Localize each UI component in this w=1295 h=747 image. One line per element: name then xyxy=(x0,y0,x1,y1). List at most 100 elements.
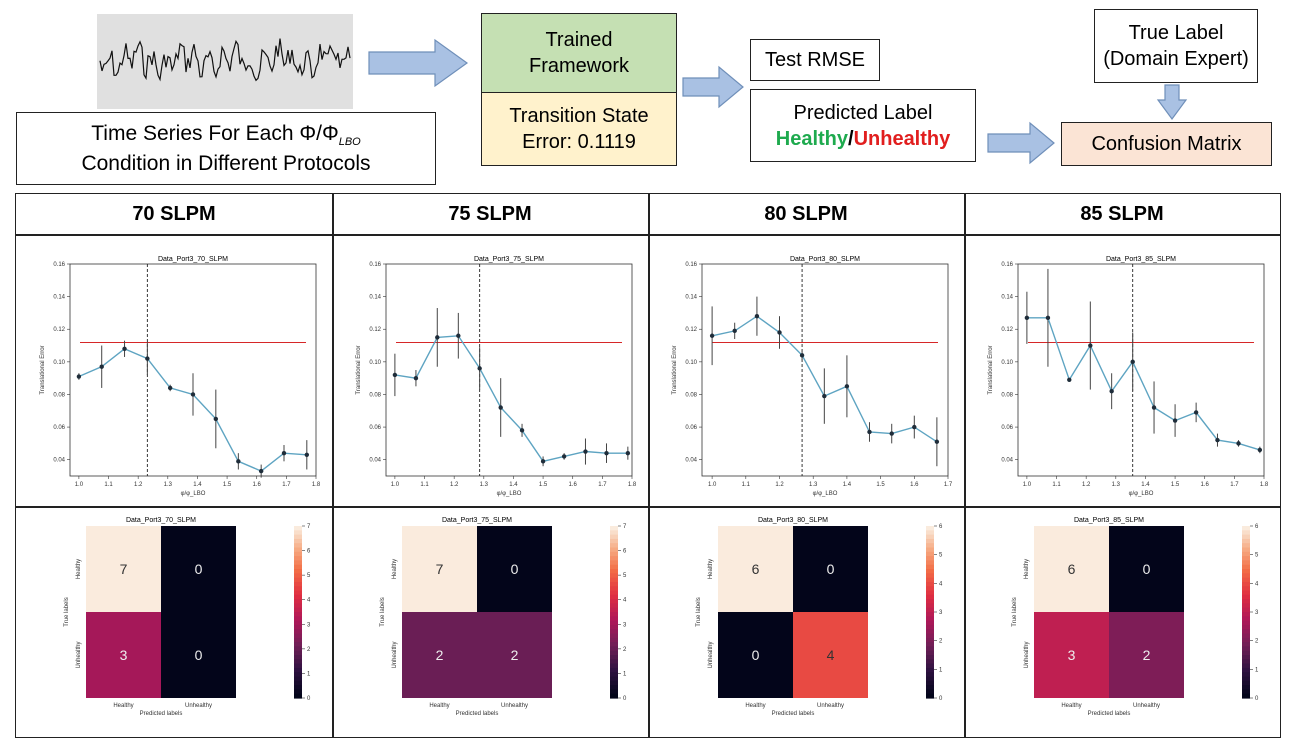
colorbar-segment xyxy=(1242,530,1250,536)
colorbar-segment xyxy=(610,689,618,695)
colorbar-segment xyxy=(926,530,934,536)
error-plot-80: Data_Port3_80_SLPM 0.04 0.06 0.08 0.10 0.12 0.… xyxy=(650,236,963,505)
colorbar-segment xyxy=(294,607,302,613)
colorbar-label: 3 xyxy=(307,622,311,628)
heatmap-title: Data_Port3_85_SLPM xyxy=(1074,517,1144,524)
error-plot-75: Data_Port3_75_SLPM 0.04 0.06 0.08 0.10 0.12 0.… xyxy=(334,236,647,505)
colorbar-segment xyxy=(926,599,934,604)
data-point xyxy=(1130,359,1135,365)
heatmap-title: Data_Port3_80_SLPM xyxy=(758,517,828,524)
colorbar-segment xyxy=(610,616,618,622)
colorbar-label: 5 xyxy=(939,553,943,559)
colorbar-segment xyxy=(926,642,934,647)
data-point xyxy=(190,392,196,397)
data-point xyxy=(822,393,827,399)
colorbar-segment xyxy=(926,586,934,592)
colorbar-segment xyxy=(610,594,618,600)
colorbar-segment xyxy=(1242,538,1250,544)
x-tick-label: 1.4 xyxy=(193,482,202,488)
colorbar-segment xyxy=(294,693,302,699)
y-tick-label: 0.10 xyxy=(369,360,381,366)
colorbar-segment xyxy=(610,564,618,570)
colorbar-segment xyxy=(1242,526,1250,531)
x-tick-label: 1.5 xyxy=(876,482,885,488)
heatmap-value: 6 xyxy=(1068,561,1076,577)
colorbar-label: 2 xyxy=(1255,639,1259,645)
colorbar-segment xyxy=(610,667,618,673)
colorbar-label: 5 xyxy=(307,573,311,579)
confusion-matrix-80: Data_Port3_80_SLPM 6 0 0 4 Healthy Unhealthy He… xyxy=(650,508,963,737)
colorbar-segment xyxy=(1242,685,1250,690)
colorbar-segment xyxy=(926,689,934,695)
data-point xyxy=(1024,315,1030,321)
data-point xyxy=(76,374,82,379)
heatmap-value: 6 xyxy=(752,561,760,577)
colorbar-segment xyxy=(1242,663,1250,669)
y-tick-label: 0.12 xyxy=(685,327,697,333)
y-tick-label: 0.10 xyxy=(53,360,65,366)
x-tick-label: 1.0 xyxy=(1023,482,1032,488)
heatmap-value: 0 xyxy=(195,561,203,577)
y-tick-label: 0.08 xyxy=(685,392,697,398)
heatmap-cell xyxy=(477,526,552,612)
error-plot-85: Data_Port3_85_SLPM 0.04 0.06 0.08 0.10 0.12 0.… xyxy=(966,236,1279,505)
heatmap-value: 0 xyxy=(195,647,203,663)
y-tick-label: 0.06 xyxy=(685,425,697,431)
x-axis-label: Predicted labels xyxy=(140,711,183,717)
colorbar-label: 4 xyxy=(623,598,627,604)
colorbar-segment xyxy=(294,612,302,617)
colorbar-segment xyxy=(1242,629,1250,635)
x-tick-label: 1.7 xyxy=(1230,482,1239,488)
colorbar-label: 4 xyxy=(939,581,943,587)
series-line xyxy=(1026,317,1261,451)
heatmap-value: 2 xyxy=(511,647,519,663)
colorbar-segment xyxy=(610,581,618,587)
colorbar-segment xyxy=(926,594,934,600)
colorbar-segment xyxy=(926,637,934,643)
colorbar-segment xyxy=(610,637,618,643)
y-tick-label: 0.10 xyxy=(685,360,697,366)
y-tick-label: 0.04 xyxy=(369,458,381,464)
colorbar-segment xyxy=(1242,543,1250,549)
x-tick-label: 1.3 xyxy=(164,482,173,488)
heatmap-value: 4 xyxy=(827,647,835,663)
colorbar-segment xyxy=(294,685,302,690)
colorbar-segment xyxy=(1242,655,1250,660)
data-point xyxy=(867,429,872,435)
x-tick-label: 1.8 xyxy=(628,482,637,488)
trained-framework-box: Trained Framework xyxy=(481,13,677,93)
predicted-label-title: Predicted Label xyxy=(793,101,933,124)
data-point xyxy=(1257,447,1263,453)
colorbar-segment xyxy=(294,642,302,647)
plot-frame xyxy=(69,263,317,477)
colorbar-segment xyxy=(1242,547,1250,553)
colorbar-label: 7 xyxy=(623,524,627,530)
plot-title: Data_Port3_80_SLPM xyxy=(790,256,860,263)
error-plot-70: Data_Port3_70_SLPM 0.04 0.06 0.08 0.10 0.12 0.… xyxy=(18,236,331,505)
data-point xyxy=(1067,377,1072,382)
colorbar-segment xyxy=(610,560,618,566)
confusion-matrix-label: Confusion Matrix xyxy=(1091,133,1242,155)
x-axis-label: φ/φ_LBO xyxy=(497,491,522,497)
colorbar-label: 2 xyxy=(307,647,311,653)
x-tick-label: 1.0 xyxy=(708,482,717,488)
time-series-caption-box: Time Series For Each Φ/ΦLBO Condition in… xyxy=(16,112,436,185)
y-axis-label: True labels xyxy=(380,597,386,626)
data-point xyxy=(583,449,588,454)
y-tick-label: 0.14 xyxy=(369,295,381,301)
colorbar-segment xyxy=(1242,620,1250,626)
x-axis-label: φ/φ_LBO xyxy=(1129,491,1154,497)
data-point xyxy=(99,364,104,369)
colorbar-segment xyxy=(610,530,618,536)
colorbar-label: 6 xyxy=(307,549,311,555)
trained-framework-label: Trained Framework xyxy=(528,29,629,77)
data-point xyxy=(777,330,782,335)
colorbar-label: 3 xyxy=(623,622,627,628)
x-tick-label: 1.8 xyxy=(1260,482,1269,488)
colorbar-segment xyxy=(926,633,934,639)
x-axis-label: φ/φ_LBO xyxy=(813,491,838,497)
y-tick-label: 0.16 xyxy=(1001,262,1013,268)
transition-state-label: Transition State Error: 0.1119 xyxy=(509,105,649,153)
x-tick-label: 1.1 xyxy=(420,482,429,488)
colorbar-segment xyxy=(610,526,618,531)
